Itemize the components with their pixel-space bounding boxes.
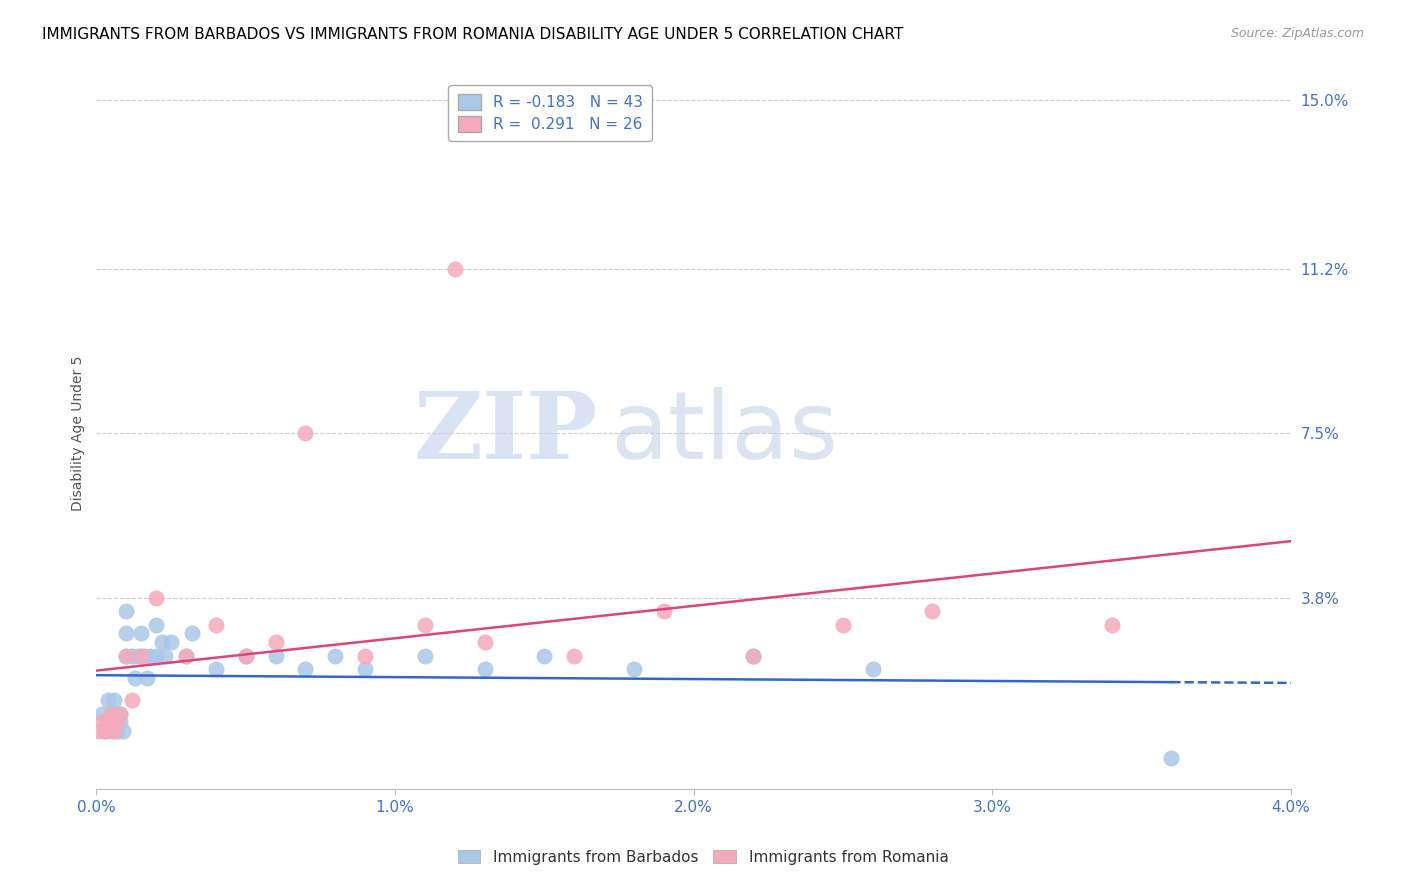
Text: Source: ZipAtlas.com: Source: ZipAtlas.com bbox=[1230, 27, 1364, 40]
Point bbox=[204, 617, 226, 632]
Point bbox=[742, 648, 765, 663]
Point bbox=[160, 635, 183, 649]
Point bbox=[150, 635, 173, 649]
Point bbox=[94, 724, 117, 739]
Point bbox=[134, 648, 156, 663]
Point bbox=[105, 706, 128, 721]
Point bbox=[110, 715, 132, 730]
Point bbox=[204, 662, 226, 676]
Point bbox=[91, 715, 114, 730]
Point bbox=[264, 635, 287, 649]
Y-axis label: Disability Age Under 5: Disability Age Under 5 bbox=[72, 356, 86, 511]
Point bbox=[474, 635, 496, 649]
Point bbox=[1160, 751, 1182, 765]
Point bbox=[115, 648, 138, 663]
Point bbox=[413, 648, 436, 663]
Text: atlas: atlas bbox=[610, 387, 838, 479]
Point bbox=[235, 648, 257, 663]
Point bbox=[323, 648, 346, 663]
Point bbox=[831, 617, 853, 632]
Point bbox=[264, 648, 287, 663]
Point bbox=[100, 706, 122, 721]
Point bbox=[100, 724, 122, 739]
Point bbox=[153, 648, 176, 663]
Point bbox=[115, 626, 138, 640]
Point bbox=[110, 706, 132, 721]
Text: IMMIGRANTS FROM BARBADOS VS IMMIGRANTS FROM ROMANIA DISABILITY AGE UNDER 5 CORRE: IMMIGRANTS FROM BARBADOS VS IMMIGRANTS F… bbox=[42, 27, 904, 42]
Point bbox=[89, 724, 111, 739]
Point bbox=[129, 626, 152, 640]
Point bbox=[94, 724, 117, 739]
Point bbox=[145, 591, 167, 605]
Text: ZIP: ZIP bbox=[413, 388, 598, 478]
Point bbox=[129, 648, 152, 663]
Point bbox=[105, 715, 128, 730]
Point bbox=[294, 426, 316, 441]
Point bbox=[115, 604, 138, 618]
Point bbox=[562, 648, 585, 663]
Point bbox=[103, 724, 125, 739]
Point bbox=[127, 648, 149, 663]
Point bbox=[294, 662, 316, 676]
Point bbox=[121, 648, 143, 663]
Point bbox=[139, 648, 162, 663]
Legend: R = -0.183   N = 43, R =  0.291   N = 26: R = -0.183 N = 43, R = 0.291 N = 26 bbox=[449, 85, 652, 142]
Legend: Immigrants from Barbados, Immigrants from Romania: Immigrants from Barbados, Immigrants fro… bbox=[451, 844, 955, 871]
Point bbox=[413, 617, 436, 632]
Point bbox=[652, 604, 675, 618]
Point bbox=[1101, 617, 1123, 632]
Point bbox=[97, 715, 120, 730]
Point bbox=[180, 626, 202, 640]
Point bbox=[112, 724, 135, 739]
Point bbox=[100, 706, 122, 721]
Point bbox=[103, 693, 125, 707]
Point bbox=[354, 648, 377, 663]
Point bbox=[121, 693, 143, 707]
Point bbox=[474, 662, 496, 676]
Point bbox=[921, 604, 943, 618]
Point bbox=[443, 261, 465, 276]
Point bbox=[145, 648, 167, 663]
Point bbox=[174, 648, 197, 663]
Point bbox=[174, 648, 197, 663]
Point bbox=[115, 648, 138, 663]
Point bbox=[105, 724, 128, 739]
Point bbox=[145, 617, 167, 632]
Point bbox=[862, 662, 884, 676]
Point bbox=[110, 706, 132, 721]
Point bbox=[97, 693, 120, 707]
Point bbox=[136, 671, 159, 685]
Point bbox=[103, 715, 125, 730]
Point bbox=[97, 715, 120, 730]
Point bbox=[235, 648, 257, 663]
Point bbox=[354, 662, 377, 676]
Point bbox=[124, 671, 146, 685]
Point bbox=[533, 648, 555, 663]
Point bbox=[742, 648, 765, 663]
Point bbox=[91, 706, 114, 721]
Point bbox=[623, 662, 645, 676]
